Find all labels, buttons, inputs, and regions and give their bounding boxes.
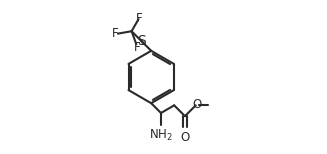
Text: F: F — [112, 27, 118, 40]
Text: S: S — [137, 34, 146, 48]
Text: F: F — [134, 41, 140, 54]
Text: F: F — [136, 12, 143, 25]
Text: O: O — [180, 131, 190, 144]
Text: O: O — [192, 98, 201, 111]
Text: NH$_2$: NH$_2$ — [149, 128, 173, 143]
